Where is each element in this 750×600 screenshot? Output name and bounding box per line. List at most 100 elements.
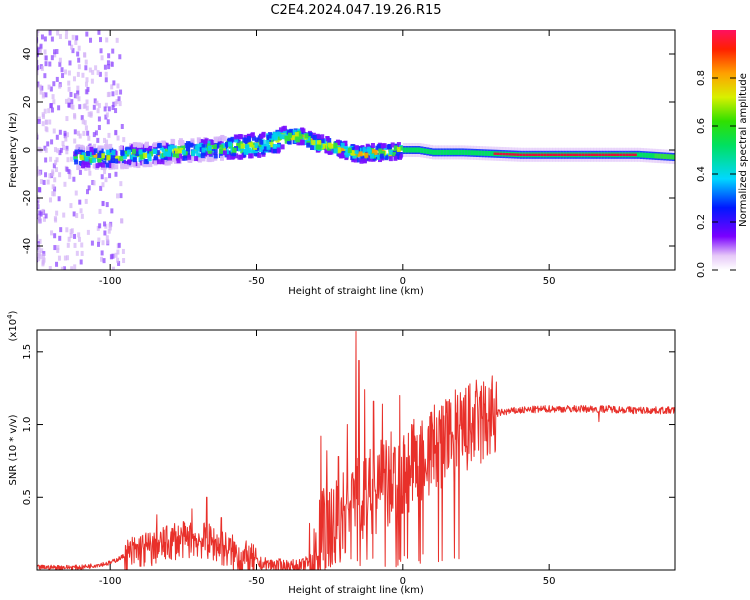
spectrogram-ridge-cell — [283, 129, 288, 135]
spectrogram-ridge-cell — [298, 139, 303, 145]
spectrogram-ridge-halo — [675, 150, 679, 164]
spectrogram-noise-cell — [73, 114, 77, 120]
spectrogram-noise-cell — [103, 106, 107, 112]
spectrogram-ridge-cell — [326, 145, 331, 151]
spectrogram-ridge-cell — [227, 150, 232, 156]
spectrogram-ridge-cell — [97, 157, 102, 163]
spectrogram-noise-cell — [91, 69, 95, 75]
spectrogram-ridge-core — [440, 149, 445, 155]
spectrogram-ridge-cell — [333, 142, 338, 148]
spectrogram-ridge-cell — [100, 153, 105, 159]
spectrogram-ridge-cell — [231, 154, 236, 160]
spectrogram-ridge-peak — [505, 153, 510, 156]
spectrogram-ridge-cell — [166, 160, 171, 166]
spectrogram-noise-cell — [81, 72, 85, 78]
spectrogram-ridge-core — [663, 153, 668, 159]
spectrogram-noise-cell — [88, 170, 92, 176]
spectrogram-ridge-core — [487, 150, 492, 156]
spectrogram-ridge-cell — [376, 154, 381, 160]
spectrogram-ridge-cell — [327, 149, 332, 155]
spectrogram-ridge-cell — [197, 157, 202, 163]
spectrogram-ridge-cell — [366, 146, 371, 152]
spectrogram-ridge-cell — [286, 129, 291, 135]
spectrogram-ridge-cell — [357, 157, 362, 163]
spectrogram-xtick-label: -100 — [99, 276, 122, 287]
spectrogram-ridge-cell — [147, 153, 152, 159]
spectrogram-noise-cell — [39, 89, 43, 95]
spectrogram-noise-cell — [37, 256, 41, 262]
spectrogram-ridge-cell — [118, 145, 123, 151]
spectrogram-noise-cell — [92, 180, 96, 186]
spectrogram-ridge-cell — [251, 142, 256, 148]
spectrogram-ridge-cell — [178, 140, 183, 146]
spectrogram-ridge-cell — [177, 149, 182, 155]
spectrogram-ridge-core — [464, 150, 469, 156]
spectrogram-ridge-cell — [213, 153, 218, 159]
spectrogram-ridge-core — [636, 152, 641, 158]
spectrogram-ridge-cell — [296, 140, 301, 146]
spectrogram-noise-cell — [120, 123, 124, 129]
spectrogram-ridge-cell — [131, 148, 136, 154]
spectrogram-ridge-core — [435, 149, 440, 155]
spectrogram-noise-cell — [37, 213, 41, 219]
spectrogram-noise-cell — [93, 98, 97, 104]
spectrogram-ridge-cell — [186, 150, 191, 156]
spectrogram-ridge-cell — [292, 129, 297, 135]
spectrogram-noise-cell — [37, 59, 39, 65]
spectrogram-ridge-cell — [304, 133, 309, 139]
spectrogram-ridge-cell — [111, 150, 116, 156]
spectrogram-noise-cell — [96, 108, 100, 114]
spectrogram-noise-cell — [61, 145, 65, 151]
spectrogram-ridge-cell — [260, 149, 265, 155]
spectrogram-noise-cell — [76, 71, 80, 77]
spectrogram-ridge-cell — [268, 133, 273, 139]
spectrogram-noise-cell — [47, 108, 51, 114]
spectrogram-ridge-cell — [109, 147, 114, 153]
spectrogram-ridge-cell — [109, 163, 114, 169]
spectrogram-noise-cell — [51, 94, 55, 100]
spectrogram-noise-cell — [103, 169, 107, 175]
spectrogram-noise-cell — [49, 156, 53, 162]
spectrogram-ridge-cell — [173, 153, 178, 159]
spectrogram-ridge-cell — [215, 136, 220, 142]
spectrogram-noise-cell — [77, 96, 81, 102]
spectrogram-ridge-cell — [122, 154, 127, 160]
spectrogram-ridge-cell — [213, 148, 218, 154]
spectrogram-noise-cell — [97, 237, 101, 243]
spectrogram-noise-cell — [77, 45, 81, 51]
spectrogram-ytick-label: -40 — [22, 238, 33, 254]
spectrogram-ridge-cell — [81, 163, 86, 169]
spectrogram-noise-cell — [48, 173, 52, 179]
spectrogram-noise-cell — [85, 77, 89, 83]
colorbar-gradient — [712, 30, 736, 270]
spectrogram-noise-cell — [72, 176, 76, 182]
spectrogram-noise-cell — [73, 242, 77, 248]
spectrogram-ridge-peak — [522, 153, 527, 156]
colorbar-tick-label: 0.4 — [696, 166, 707, 182]
spectrogram-ridge-cell — [343, 140, 348, 146]
spectrogram-noise-cell — [45, 127, 49, 133]
spectrogram-ridge-cell — [99, 145, 104, 151]
spectrogram-noise-cell — [83, 52, 87, 58]
spectrogram-ridge-cell — [200, 153, 205, 159]
spectrogram-noise-cell — [108, 173, 112, 179]
spectrogram-noise-cell — [37, 47, 41, 53]
spectrogram-noise-cell — [61, 140, 65, 146]
spectrogram-ridge-peak — [537, 153, 542, 156]
spectrogram-noise-cell — [99, 185, 103, 191]
spectrogram-noise-cell — [43, 49, 47, 55]
spectrogram-noise-cell — [101, 182, 105, 188]
spectrogram-ridge-core — [490, 151, 495, 157]
spectrogram-ridge-core — [642, 152, 647, 158]
spectrogram-ridge-cell — [75, 145, 80, 151]
spectrogram-noise-cell — [116, 257, 120, 263]
spectrogram-noise-cell — [38, 238, 42, 244]
spectrogram-noise-cell — [55, 49, 59, 55]
spectrogram-noise-cell — [69, 233, 73, 239]
spectrogram-noise-cell — [44, 55, 48, 61]
spectrogram-ridge-cell — [246, 135, 251, 141]
spectrogram-ridge-core — [420, 147, 425, 153]
spectrogram-noise-cell — [114, 129, 118, 135]
spectrogram-ridge-cell — [172, 157, 177, 163]
spectrogram-ridge-cell — [174, 148, 179, 154]
